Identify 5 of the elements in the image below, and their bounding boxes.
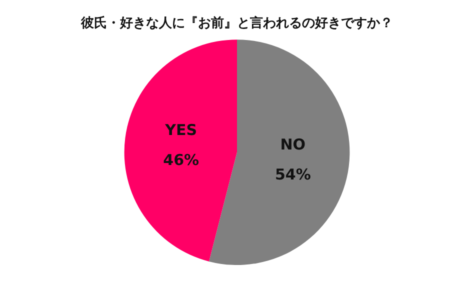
chart-title: 彼氏・好きな人に『お前』と言われるの好きですか？: [80, 15, 393, 32]
data-label: 46%: [163, 151, 200, 170]
slice-label: NO: [280, 135, 306, 154]
slice-label: YES: [164, 121, 198, 140]
data-label: 54%: [274, 165, 311, 184]
